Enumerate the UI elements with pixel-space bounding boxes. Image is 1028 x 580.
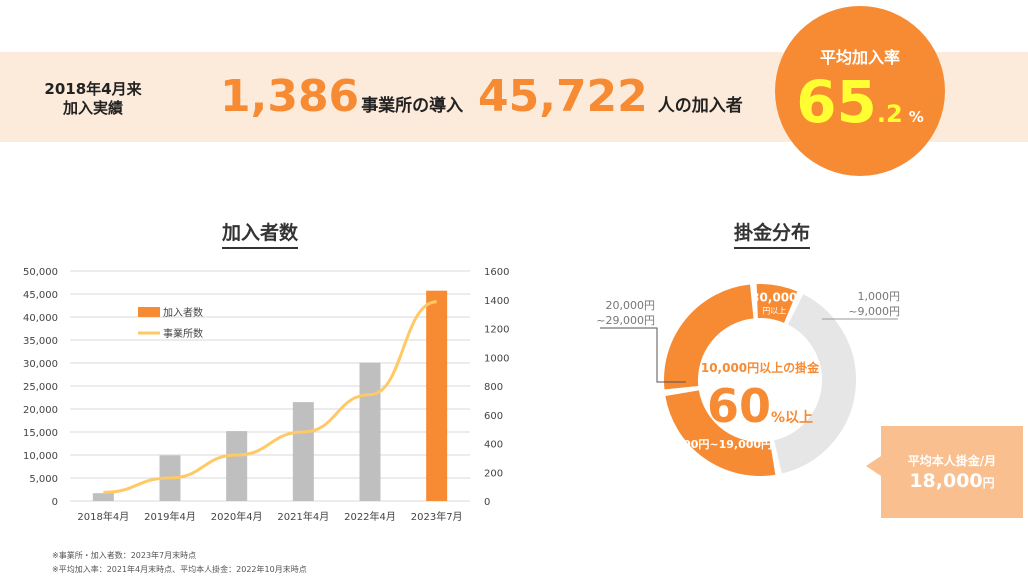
donut-slice xyxy=(756,284,798,324)
note-2: ※平均加入率：2021年4月末時点、平均本人掛金：2022年10月末時点 xyxy=(52,565,307,574)
line-offices xyxy=(103,300,437,494)
y-right-tick: 600 xyxy=(484,411,503,422)
slice-label: 10,000円~19,000円 xyxy=(656,438,772,451)
slice-label: 30,000 xyxy=(751,290,797,304)
slice-sublabel: ~9,000円 xyxy=(848,305,900,318)
members-value: 45,722 xyxy=(478,71,648,122)
y-right-tick: 1400 xyxy=(484,296,509,307)
x-tick: 2020年4月 xyxy=(211,510,263,523)
y-left-tick: 10,000 xyxy=(23,451,58,462)
note-1: ※事業所・加入者数：2023年7月末時点 xyxy=(52,551,197,560)
avg-rate-int: 65 xyxy=(796,68,877,136)
donut-center-value: 60%以上 xyxy=(707,379,813,433)
y-right-tick: 400 xyxy=(484,440,503,451)
avg-contribution-callout: 平均本人掛金/月 18,000円 xyxy=(881,426,1023,518)
leader-line xyxy=(600,327,686,383)
slice-label: 20,000円 xyxy=(606,299,656,312)
y-right-tick: 0 xyxy=(484,497,490,508)
y-left-tick: 5,000 xyxy=(29,474,58,485)
bar-members xyxy=(292,402,314,501)
y-left-tick: 25,000 xyxy=(23,382,58,393)
bar-members xyxy=(426,290,448,501)
slice-sublabel: 円以上 xyxy=(762,306,786,315)
avg-contribution-number: 18,000 xyxy=(909,470,983,492)
avg-rate-unit: % xyxy=(908,108,924,126)
slice-label: 1,000円 xyxy=(858,290,901,303)
avg-rate-badge: 平均加入率 65.2% xyxy=(775,6,945,176)
x-tick: 2022年4月 xyxy=(344,510,396,523)
legend-swatch-members xyxy=(138,307,160,317)
y-right-tick: 200 xyxy=(484,468,503,479)
bar-members xyxy=(92,493,114,501)
y-left-tick: 30,000 xyxy=(23,359,58,370)
avg-contribution-label: 平均本人掛金/月 xyxy=(907,454,997,468)
since-line-1: 2018年4月来 xyxy=(44,80,142,98)
donut-center-label: 10,000円以上の掛金 xyxy=(701,360,820,375)
offices-unit: 事業所の導入 xyxy=(361,96,464,116)
callout-pointer xyxy=(866,456,881,476)
y-left-tick: 45,000 xyxy=(23,290,58,301)
y-right-tick: 1600 xyxy=(484,267,509,278)
avg-contribution-unit: 円 xyxy=(982,476,995,490)
avg-contribution-value: 18,000円 xyxy=(881,470,1023,492)
donut-slice xyxy=(664,284,755,390)
x-tick: 2023年7月 xyxy=(411,510,463,523)
bar-members xyxy=(359,362,381,501)
slice-sublabel: ~29,000円 xyxy=(596,314,655,327)
y-left-tick: 15,000 xyxy=(23,428,58,439)
bar-members xyxy=(226,431,248,501)
y-right-tick: 1200 xyxy=(484,325,509,336)
avg-rate-title: 平均加入率 xyxy=(819,48,900,67)
legend-label-members: 加入者数 xyxy=(163,306,203,319)
y-left-tick: 20,000 xyxy=(23,405,58,416)
offices-value: 1,386 xyxy=(220,71,360,122)
y-left-tick: 0 xyxy=(52,497,58,508)
donut-slice xyxy=(665,389,776,476)
avg-rate-value: 65.2% xyxy=(775,68,945,136)
x-tick: 2018年4月 xyxy=(77,510,129,523)
y-right-tick: 1000 xyxy=(484,353,509,364)
y-left-tick: 35,000 xyxy=(23,336,58,347)
y-right-tick: 800 xyxy=(484,382,503,393)
members-combo-chart: 0 5,000 10,000 15,000 20,000 25,000 30,000 35,0… xyxy=(23,267,509,523)
y-left-tick: 50,000 xyxy=(23,267,58,278)
members-unit: 人の加入者 xyxy=(657,96,743,116)
donut-slice xyxy=(773,294,856,474)
offices-stat: 1,386 事業所の導入 xyxy=(220,72,463,122)
x-tick: 2021年4月 xyxy=(277,510,329,523)
distribution-chart-title: 掛金分布 xyxy=(734,218,811,249)
since-line-2: 加入実績 xyxy=(62,99,123,117)
members-stat: 45,722 人の加入者 xyxy=(478,72,743,122)
legend-label-offices: 事業所数 xyxy=(163,327,203,340)
members-chart-title: 加入者数 xyxy=(222,218,299,249)
avg-rate-dec: .2 xyxy=(876,100,903,128)
contribution-donut-chart: 30,000 円以上 10,000円~19,000円 1,000円 ~9,000円 20,… xyxy=(596,284,901,476)
x-tick: 2019年4月 xyxy=(144,510,196,523)
y-left-tick: 40,000 xyxy=(23,313,58,324)
since-label: 2018年4月来 加入実績 xyxy=(38,80,148,118)
